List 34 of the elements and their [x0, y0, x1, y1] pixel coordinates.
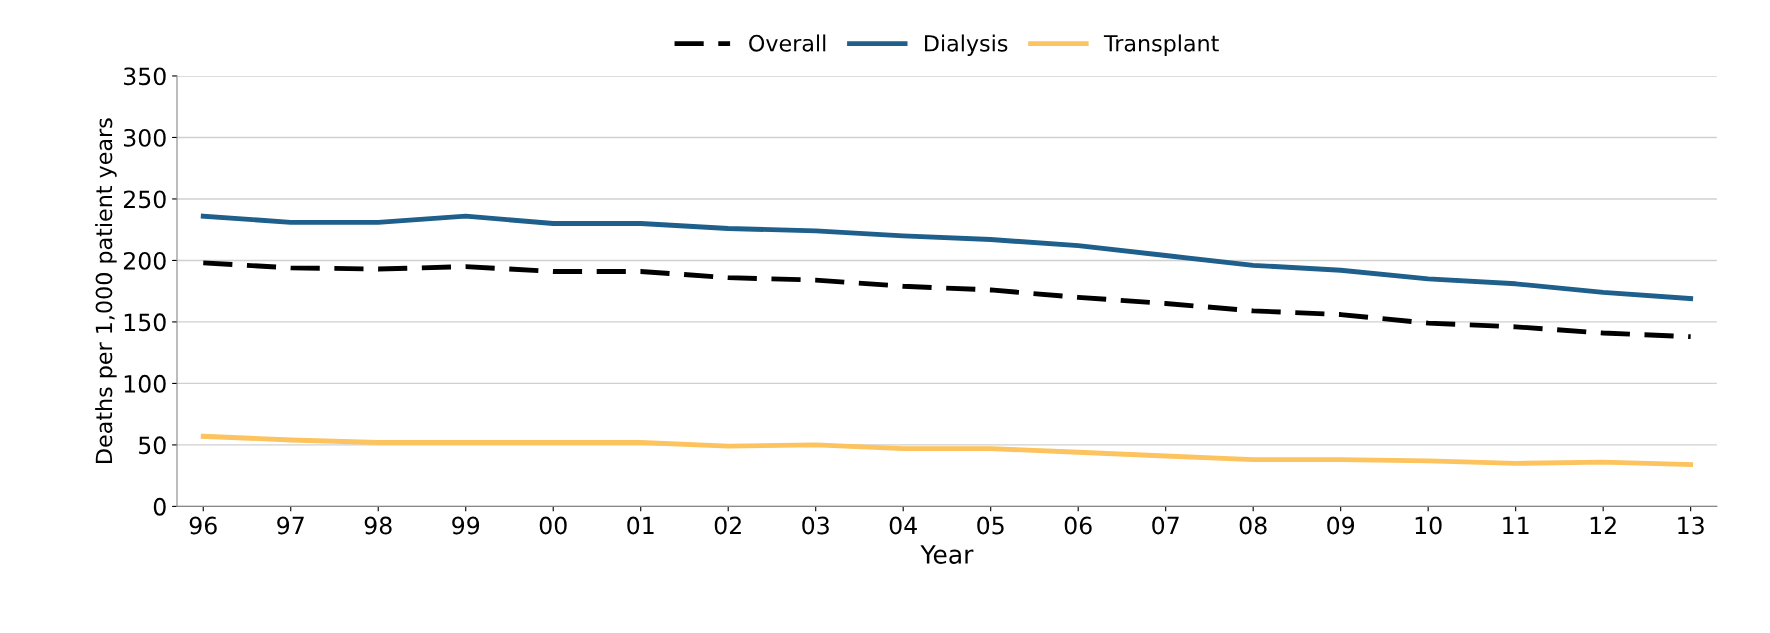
- y-tick-label: 350: [124, 67, 166, 86]
- x-tick-label: 00: [539, 516, 567, 535]
- legend-label: Transplant: [1103, 34, 1219, 56]
- x-tick-label: 11: [1503, 516, 1529, 535]
- y-tick-label: 300: [124, 128, 166, 147]
- legend-label: Dialysis: [925, 34, 1008, 56]
- x-tick-label: 03: [802, 516, 829, 535]
- x-tick-label: 10: [1415, 516, 1442, 535]
- x-tick-label: 02: [714, 516, 741, 535]
- line-series: [200, 433, 1694, 468]
- y-tick-label: 100: [124, 374, 166, 393]
- x-tick-label: 01: [627, 516, 654, 535]
- x-tick-label: 06: [1064, 516, 1092, 535]
- line-series: [200, 213, 1694, 301]
- x-tick-label: 12: [1590, 516, 1616, 535]
- y-tick-label: 250: [123, 190, 166, 209]
- x-tick-label: 99: [452, 516, 480, 535]
- x-tick-label: 97: [277, 516, 304, 535]
- line-series: [200, 260, 1694, 340]
- x-axis-title: Year: [920, 545, 974, 564]
- x-tick-label: 96: [189, 516, 217, 535]
- x-tick-label: 09: [1327, 516, 1355, 535]
- x-tick-label: 05: [977, 516, 1004, 535]
- y-tick-label: 50: [139, 436, 166, 455]
- x-tick-label: 08: [1239, 516, 1267, 535]
- y-axis-title: Deaths per 1,000 patient years: [95, 118, 117, 463]
- x-tick-label: 07: [1152, 516, 1179, 535]
- y-tick-label: 0: [153, 497, 166, 516]
- legend-label: Overall: [749, 34, 826, 52]
- x-tick-label: 13: [1678, 516, 1704, 535]
- x-tick-label: 98: [364, 516, 392, 535]
- y-tick-label: 150: [124, 313, 166, 332]
- y-tick-label: 200: [123, 251, 166, 270]
- x-tick-label: 04: [889, 516, 917, 535]
